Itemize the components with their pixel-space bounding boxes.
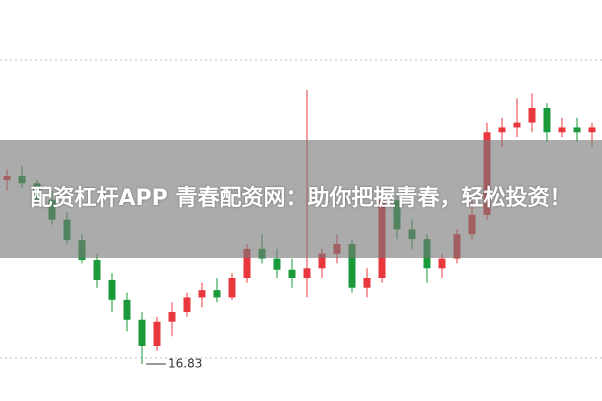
candle-body — [183, 297, 191, 312]
candle-body — [273, 258, 281, 270]
candle-body — [513, 122, 521, 128]
candle-body — [573, 127, 581, 133]
candle-body — [108, 279, 116, 300]
candle-body — [123, 299, 131, 320]
candle-body — [588, 127, 596, 133]
candle-body — [168, 312, 176, 322]
candle-body — [558, 127, 566, 133]
candle-body — [198, 290, 206, 298]
annotation-label: 16.83 — [168, 356, 202, 370]
candle-body — [288, 269, 296, 278]
candle-body — [543, 108, 551, 133]
candle-body — [318, 253, 326, 269]
candle-body — [228, 278, 236, 298]
candle-body — [93, 260, 101, 280]
banner-title: 配资杠杆APP 青春配资网：助你把握青春，轻松投资！ — [30, 186, 572, 211]
candle-body — [363, 278, 371, 288]
candle-body — [243, 248, 251, 278]
candle-body — [348, 244, 356, 288]
candle-body — [303, 268, 311, 278]
candle-body — [138, 319, 146, 346]
candle-body — [153, 321, 161, 346]
banner: 配资杠杆APP 青春配资网：助你把握青春，轻松投资！ — [0, 140, 602, 258]
candle-body — [528, 108, 536, 123]
candle-body — [438, 258, 446, 269]
candle-body — [498, 127, 506, 133]
candle-body — [213, 290, 221, 298]
